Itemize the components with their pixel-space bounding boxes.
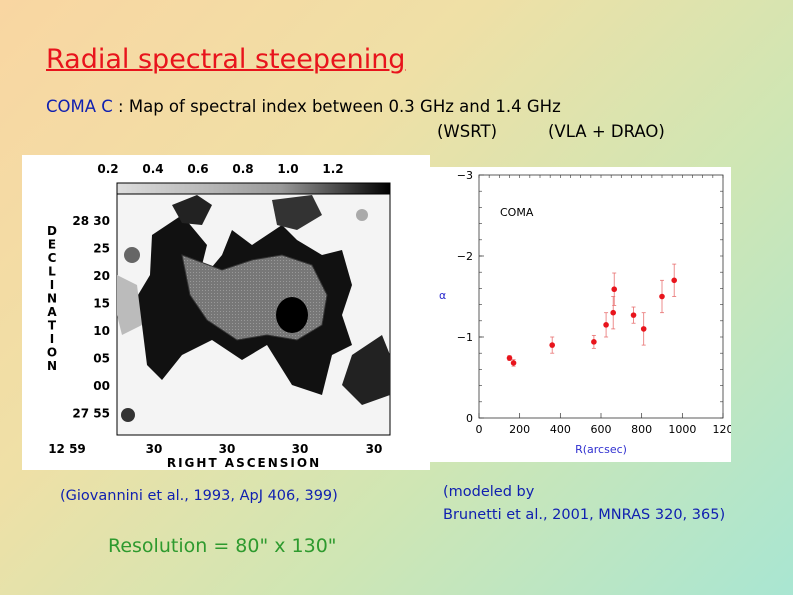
data-point (640, 326, 647, 332)
data-point (603, 322, 609, 328)
data-point (659, 293, 665, 300)
colorbar-tick-label: 0.4 (142, 162, 163, 176)
data-point (510, 360, 517, 366)
slide-title: Radial spectral steepening (46, 44, 406, 75)
declination-letter: N (47, 359, 57, 373)
data-point (549, 342, 555, 348)
declination-letter: L (48, 265, 56, 279)
spectral-index-chart: 0 200 400 600 800 1000 120 0 −1 −2 −3 COMA R(arcse… (430, 167, 734, 462)
dec-tick-label: 28 30 (72, 214, 110, 228)
spectral-index-map: 0.2 0.4 0.6 0.8 1.0 1.2 28 30 25 20 15 10 05 00 27 5… (22, 155, 430, 470)
chart-annotation: COMA (500, 206, 534, 219)
colorbar-ticks: 0.2 0.4 0.6 0.8 1.0 1.2 (97, 162, 343, 176)
y-tick-label: −1 (457, 331, 473, 344)
dec-tick-label: 20 (93, 269, 110, 283)
declination-letter: C (48, 251, 57, 265)
model-citation-line1: (modeled by (443, 484, 535, 500)
ra-tick-label: 30 (292, 442, 309, 456)
subtitle-text: : Map of spectral index between 0.3 GHz … (112, 97, 561, 116)
ra-tick-label: 30 (146, 442, 163, 456)
data-point (591, 339, 597, 345)
colorbar-tick-label: 0.2 (97, 162, 118, 176)
declination-letter: I (50, 278, 54, 292)
declination-letter: A (47, 305, 57, 319)
colorbar-tick-label: 1.0 (277, 162, 298, 176)
map-emission (117, 195, 390, 422)
data-point (506, 355, 513, 361)
declination-letter: N (47, 292, 57, 306)
subtitle-source-name: COMA C (46, 97, 113, 116)
ra-tick-label: 30 (366, 442, 383, 456)
slide-subtitle: COMA C : Map of spectral index between 0… (46, 97, 561, 116)
dec-tick-label: 25 (93, 242, 110, 256)
dec-tick-label: 05 (93, 352, 110, 366)
dec-tick-label: 15 (93, 297, 110, 311)
ra-tick-label: 30 (219, 442, 236, 456)
declination-letter: O (47, 346, 57, 360)
x-tick-label: 120 (713, 423, 732, 436)
declination-letter: I (50, 332, 54, 346)
chart-ylabel: α (439, 289, 446, 302)
colorbar-tick-label: 0.8 (232, 162, 253, 176)
dec-tick-label: 10 (93, 324, 110, 338)
x-tick-label: 1000 (668, 423, 696, 436)
x-tick-label: 800 (631, 423, 652, 436)
y-tick-label: −2 (457, 250, 473, 263)
dec-tick-label: 00 (93, 379, 110, 393)
data-point (611, 286, 618, 293)
data-point (630, 312, 637, 318)
ra-tick-label: 12 59 (48, 442, 86, 456)
declination-letter: D (47, 224, 57, 238)
declination-letter: T (48, 319, 57, 333)
model-citation-line2: Brunetti et al., 2001, MNRAS 320, 365) (443, 507, 726, 523)
resolution-note: Resolution = 80" x 130" (108, 535, 337, 557)
colorbar-tick-label: 1.2 (322, 162, 343, 176)
x-tick-label: 200 (509, 423, 530, 436)
data-point (671, 277, 677, 284)
x-tick-label: 400 (550, 423, 571, 436)
instrument-right-label: (VLA + DRAO) (548, 122, 665, 141)
chart-xlabel: R(arcsec) (575, 443, 627, 456)
colorbar (116, 182, 391, 195)
map-xlabel: RIGHT ASCENSION (167, 456, 321, 470)
instrument-left-label: (WSRT) (437, 122, 498, 141)
x-tick-label: 600 (591, 423, 612, 436)
map-citation: (Giovannini et al., 1993, ApJ 406, 399) (60, 488, 338, 504)
declination-letter: E (48, 238, 56, 252)
colorbar-tick-label: 0.6 (187, 162, 208, 176)
y-tick-label: −3 (457, 169, 473, 182)
x-tick-label: 0 (476, 423, 483, 436)
data-point (610, 309, 616, 316)
dec-tick-label: 27 55 (72, 407, 110, 421)
y-tick-label: 0 (466, 412, 473, 425)
